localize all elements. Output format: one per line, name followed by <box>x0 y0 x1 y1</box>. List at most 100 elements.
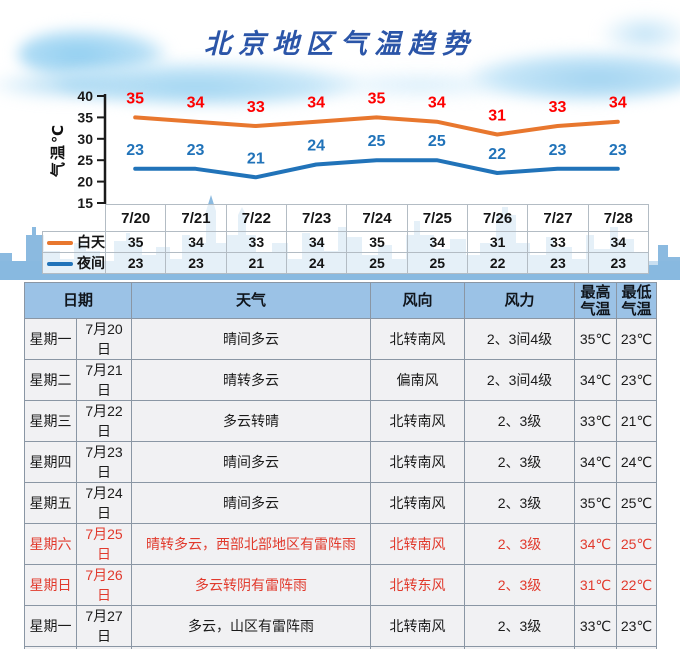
cell-weather: 多云转晴 <box>131 400 372 442</box>
date-column-header: 7/26 <box>466 204 529 232</box>
forecast-row: 星期六 7月25日 晴转多云，西部北部地区有雷阵雨 北转南风 2、3级 34℃ 25℃ <box>24 523 658 565</box>
data-label: 23 <box>126 142 144 159</box>
cell-date: 7月25日 <box>75 523 133 565</box>
cell-weekday: 星期一 <box>24 318 77 360</box>
data-label: 24 <box>307 137 325 154</box>
data-label: 25 <box>368 133 386 150</box>
data-label: 25 <box>428 133 446 150</box>
cell-high-temp: 34℃ <box>574 359 618 401</box>
data-table-value: 23 <box>527 252 589 274</box>
cell-wind-direction: 北转南风 <box>370 400 466 442</box>
data-table-value: 33 <box>527 231 589 253</box>
cell-low-temp: 23℃ <box>616 359 658 401</box>
cell-weather: 晴转多云，西部北部地区有雷阵雨 <box>131 523 372 565</box>
cell-wind-direction: 北转东风 <box>370 564 466 606</box>
cell-low-temp: 23℃ <box>616 318 658 360</box>
date-column-header: 7/21 <box>165 204 227 232</box>
cell-wind-force: 2、3级 <box>464 523 576 565</box>
legend-spacer <box>43 205 106 232</box>
cell-low-temp: 25℃ <box>616 523 658 565</box>
cell-wind-force: 2、3间4级 <box>464 359 576 401</box>
cell-weather: 晴间多云 <box>131 482 372 524</box>
cell-high-temp: 35℃ <box>574 318 618 360</box>
cell-date: 7月20日 <box>75 318 133 360</box>
y-axis: 15 20 25 30 35 40 气温℃ <box>49 88 107 211</box>
data-table-value: 25 <box>406 252 468 274</box>
cell-high-temp: 35℃ <box>574 482 618 524</box>
data-label: 35 <box>368 90 386 107</box>
forecast-table: 日期 天气 风向 风力 最高气温 最低气温 星期一 7月20日 晴间多云 北转南风 2、3间4级 35… <box>23 282 658 649</box>
y-axis-tick-label: 25 <box>77 152 93 168</box>
cell-wind-direction: 北转南风 <box>370 441 466 483</box>
legend-item-白天: 白天 <box>42 231 106 253</box>
cell-wind-force: 2、3级 <box>464 564 576 606</box>
cell-high-temp: 33℃ <box>574 605 618 647</box>
data-table-value: 21 <box>225 252 287 274</box>
data-label: 34 <box>428 95 446 112</box>
page-title: 北京地区气温趋势 <box>204 29 476 60</box>
series-line-夜间 <box>133 158 620 180</box>
data-table-value: 24 <box>285 252 348 274</box>
date-column-header: 7/24 <box>346 204 408 232</box>
cell-weather: 晴转多云 <box>131 359 372 401</box>
data-table-value: 22 <box>466 252 529 274</box>
date-column-header: 7/22 <box>225 204 287 232</box>
y-axis-tick-label: 15 <box>77 195 93 211</box>
cell-wind-direction: 北转南风 <box>370 318 466 360</box>
cell-date: 7月23日 <box>75 441 133 483</box>
cell-weekday: 星期六 <box>24 523 77 565</box>
data-table-value: 35 <box>104 231 167 253</box>
chart-series: 35 34 33 34 35 34 31 33 34 23 23 21 24 25 25 22 23 23 <box>126 90 627 180</box>
date-column-header: 7/20 <box>104 204 167 232</box>
legend-line-swatch <box>47 262 73 267</box>
cell-weather: 多云，山区有雷阵雨 <box>131 605 372 647</box>
cell-date: 7月24日 <box>75 482 133 524</box>
forecast-row: 星期二 7月21日 晴转多云 偏南风 2、3间4级 34℃ 23℃ <box>24 359 658 401</box>
cell-wind-direction: 北转南风 <box>370 523 466 565</box>
data-table-value: 23 <box>165 252 227 274</box>
y-axis-title: 气温℃ <box>49 123 67 178</box>
date-column-header: 7/25 <box>406 204 468 232</box>
data-label: 34 <box>307 95 325 112</box>
cell-wind-force: 2、3级 <box>464 400 576 442</box>
y-axis-tick-label: 35 <box>77 109 93 125</box>
data-table-value: 34 <box>587 231 649 253</box>
cell-high-temp: 33℃ <box>574 400 618 442</box>
cell-date: 7月28日 <box>75 646 133 649</box>
legend-label: 夜间 <box>77 255 105 271</box>
data-label: 22 <box>488 146 506 163</box>
data-table-value: 34 <box>406 231 468 253</box>
data-label: 31 <box>488 108 506 125</box>
cell-weather: 晴间多云 <box>131 441 372 483</box>
data-table-value: 25 <box>346 252 408 274</box>
column-header-high: 最高气温 <box>574 282 618 319</box>
column-header-weather: 天气 <box>131 282 372 319</box>
data-table-value: 23 <box>587 252 649 274</box>
cell-high-temp: 31℃ <box>574 564 618 606</box>
data-table-value: 34 <box>165 231 227 253</box>
cell-date: 7月21日 <box>75 359 133 401</box>
cell-wind-force: 2、3级 <box>464 482 576 524</box>
forecast-row: 星期一 7月20日 晴间多云 北转南风 2、3间4级 35℃ 23℃ <box>24 318 658 360</box>
cell-low-temp: 24℃ <box>616 441 658 483</box>
data-table-value: 34 <box>285 231 348 253</box>
y-axis-tick-label: 30 <box>77 131 93 147</box>
cell-weekday: 星期四 <box>24 441 77 483</box>
data-label: 34 <box>187 95 205 112</box>
y-axis-tick-label: 40 <box>77 88 93 104</box>
cell-high-temp: 34℃ <box>574 523 618 565</box>
cell-weather: 多云转阴有雷阵雨 <box>131 564 372 606</box>
column-header-wind_direction: 风向 <box>370 282 466 319</box>
data-label: 23 <box>187 142 205 159</box>
cell-weather: 晴间多云 <box>131 318 372 360</box>
legend-label: 白天 <box>77 234 105 250</box>
y-axis-tick-label: 20 <box>77 174 93 190</box>
forecast-row: 星期一 7月27日 多云，山区有雷阵雨 北转南风 2、3级 33℃ 23℃ <box>24 605 658 647</box>
cell-low-temp: 21℃ <box>616 400 658 442</box>
forecast-row: 星期日 7月26日 多云转阴有雷阵雨 北转东风 2、3级 31℃ 22℃ <box>24 564 658 606</box>
cell-date: 7月26日 <box>75 564 133 606</box>
cell-low-temp: 25℃ <box>616 482 658 524</box>
cell-date: 7月22日 <box>75 400 133 442</box>
cell-wind-direction: 偏南风 <box>370 359 466 401</box>
